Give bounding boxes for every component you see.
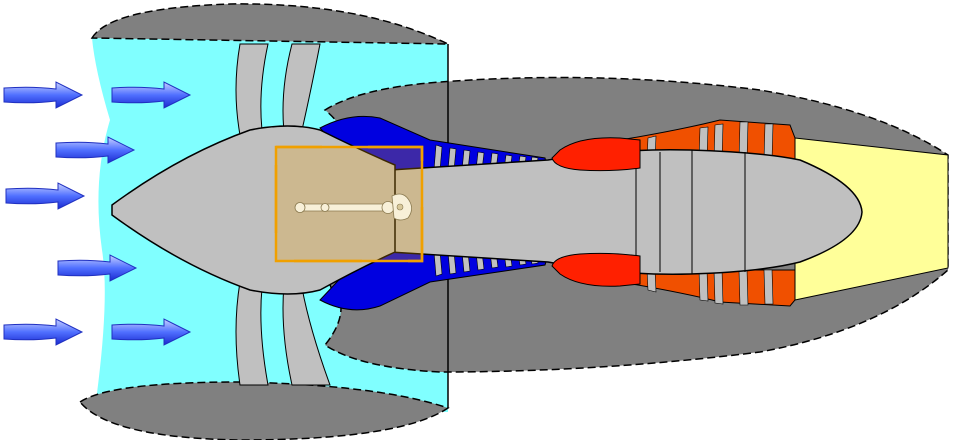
combustor-lower bbox=[551, 252, 641, 287]
highlight-frame bbox=[274, 145, 424, 263]
arrow-right-icon bbox=[3, 318, 83, 346]
upper-cowl bbox=[90, 3, 449, 45]
nose-cone bbox=[111, 125, 396, 295]
combustor-upper bbox=[551, 137, 641, 172]
engine-core-body bbox=[389, 148, 863, 275]
lower-cowl bbox=[78, 381, 450, 440]
arrow-right-icon bbox=[3, 81, 83, 109]
drive-shaft-icon bbox=[294, 193, 412, 221]
arrow-right-icon bbox=[5, 182, 85, 210]
